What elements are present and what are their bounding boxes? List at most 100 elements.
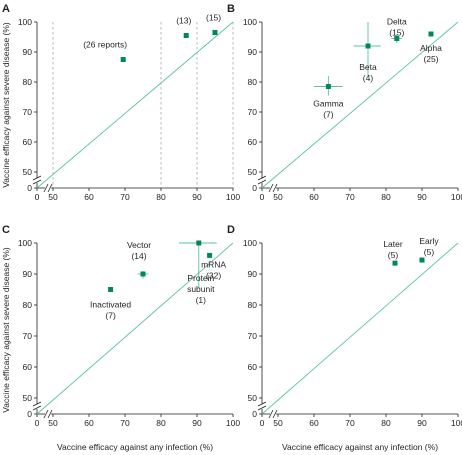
point-label-line: (15)	[389, 28, 404, 38]
x-tick-label: 80	[156, 192, 166, 202]
identity-line	[261, 242, 459, 415]
y-tick-label: 100	[243, 238, 257, 248]
y-tick-label: 60	[23, 137, 33, 147]
x-tick-label: 90	[192, 418, 202, 428]
y-tick-label: 70	[23, 107, 33, 117]
y-tick-label: 80	[248, 300, 258, 310]
panel-title: D	[227, 224, 235, 236]
y-tick-label: 90	[248, 47, 258, 57]
x-axis-break	[272, 409, 278, 419]
data-point	[428, 31, 434, 37]
x-tick-label: 90	[417, 418, 427, 428]
y-tick-label: 60	[248, 362, 258, 372]
panel-title: C	[2, 224, 10, 236]
x-tick-label: 70	[345, 418, 355, 428]
x-tick-label: 0	[35, 192, 40, 202]
point-label: Protein subunit (1)	[187, 273, 215, 305]
y-tick-label: 100	[18, 238, 32, 248]
identity-line	[36, 242, 234, 415]
x-tick-label: 50	[48, 192, 58, 202]
point-label-line: (1)	[196, 295, 207, 305]
y-tick-label: 0	[27, 183, 32, 193]
data-point	[108, 287, 114, 292]
point-label-line: (15)	[206, 13, 221, 23]
panel-d: D0506070809010005060708090100Later(5)Ear…	[227, 224, 462, 428]
data-point	[120, 57, 126, 62]
y-axis-break	[257, 401, 267, 407]
point-label: Early (5)	[419, 236, 439, 257]
x-tick-label: 90	[192, 192, 202, 202]
data-point	[212, 30, 218, 35]
x-tick-label: 80	[381, 418, 391, 428]
point-label-line: Delta	[387, 17, 407, 27]
point-label-line: (14)	[131, 251, 146, 261]
x-axis-break	[43, 183, 49, 193]
point-label-line: (32)	[206, 270, 221, 280]
point-label-line: (5)	[424, 247, 435, 257]
x-tick-label: 0	[35, 418, 40, 428]
point-label-line: Early	[419, 236, 439, 246]
identity-line	[36, 21, 234, 189]
y-tick-label: 80	[248, 77, 258, 87]
panel-title: B	[227, 3, 235, 15]
point-label: Inactivated (7)	[90, 300, 131, 321]
x-tick-label: 60	[309, 192, 319, 202]
y-tick-label: 70	[248, 107, 258, 117]
y-axis-break	[257, 179, 267, 185]
y-tick-label: 50	[23, 167, 33, 177]
x-tick-label: 100	[451, 192, 462, 202]
point-label-line: Vector	[127, 240, 151, 250]
y-axis-break	[257, 405, 267, 411]
x-tick-label: 80	[381, 192, 391, 202]
point-label-line: (7)	[323, 110, 334, 120]
x-axis-break	[47, 409, 53, 419]
point-label: mRNA (32)	[201, 259, 226, 280]
point-label-line: Alpha	[420, 43, 442, 53]
point-label: (26 reports)	[83, 40, 127, 50]
x-axis-break	[272, 183, 278, 193]
x-tick-label: 100	[226, 418, 240, 428]
y-tick-label: 100	[18, 17, 32, 27]
x-tick-label: 90	[417, 192, 427, 202]
y-tick-label: 90	[23, 269, 33, 279]
x-axis-break	[268, 409, 274, 419]
data-point	[419, 257, 425, 263]
x-axis-title: Vaccine efficacy against any infection (…	[282, 442, 438, 452]
y-tick-label: 50	[23, 393, 33, 403]
point-label: (15)	[206, 13, 221, 23]
y-tick-label: 80	[23, 300, 33, 310]
panel-c: C 0 50 60 70 80 90 100 0 50 60 70 80 90 100 Inactivated…	[2, 224, 240, 428]
y-tick-label: 60	[23, 362, 33, 372]
x-tick-label: 70	[345, 192, 355, 202]
y-axis-break	[32, 175, 42, 181]
point-label: Later (5)	[383, 239, 403, 260]
y-tick-label: 70	[23, 331, 33, 341]
point-label-line: (26 reports)	[83, 40, 127, 50]
point-label-line: (7)	[105, 311, 116, 321]
y-axis-title: Vaccine efficacy against severe disease …	[1, 22, 11, 188]
point-label: Gamma (7)	[313, 99, 344, 120]
y-axis-break	[32, 405, 42, 411]
data-point	[140, 271, 146, 277]
y-axis-break	[257, 175, 267, 181]
panel-title: A	[2, 3, 10, 15]
data-point	[394, 36, 400, 41]
x-tick-label: 50	[273, 418, 283, 428]
x-tick-label: 70	[120, 192, 130, 202]
x-axis-break	[43, 409, 49, 419]
data-point	[183, 33, 189, 38]
identity-line	[261, 21, 459, 189]
point-label: Vector (14)	[127, 240, 151, 261]
point-label-line: (25)	[423, 54, 438, 64]
data-point	[207, 252, 213, 258]
y-tick-label: 0	[252, 183, 257, 193]
point-label: Delta (15)	[387, 17, 407, 38]
x-tick-label: 50	[273, 192, 283, 202]
y-tick-label: 90	[23, 47, 33, 57]
y-tick-label: 80	[23, 77, 33, 87]
point-label-line: (4)	[363, 73, 374, 83]
point-label: Beta (4)	[359, 62, 377, 83]
x-tick-label: 50	[48, 418, 58, 428]
data-point	[365, 43, 371, 49]
